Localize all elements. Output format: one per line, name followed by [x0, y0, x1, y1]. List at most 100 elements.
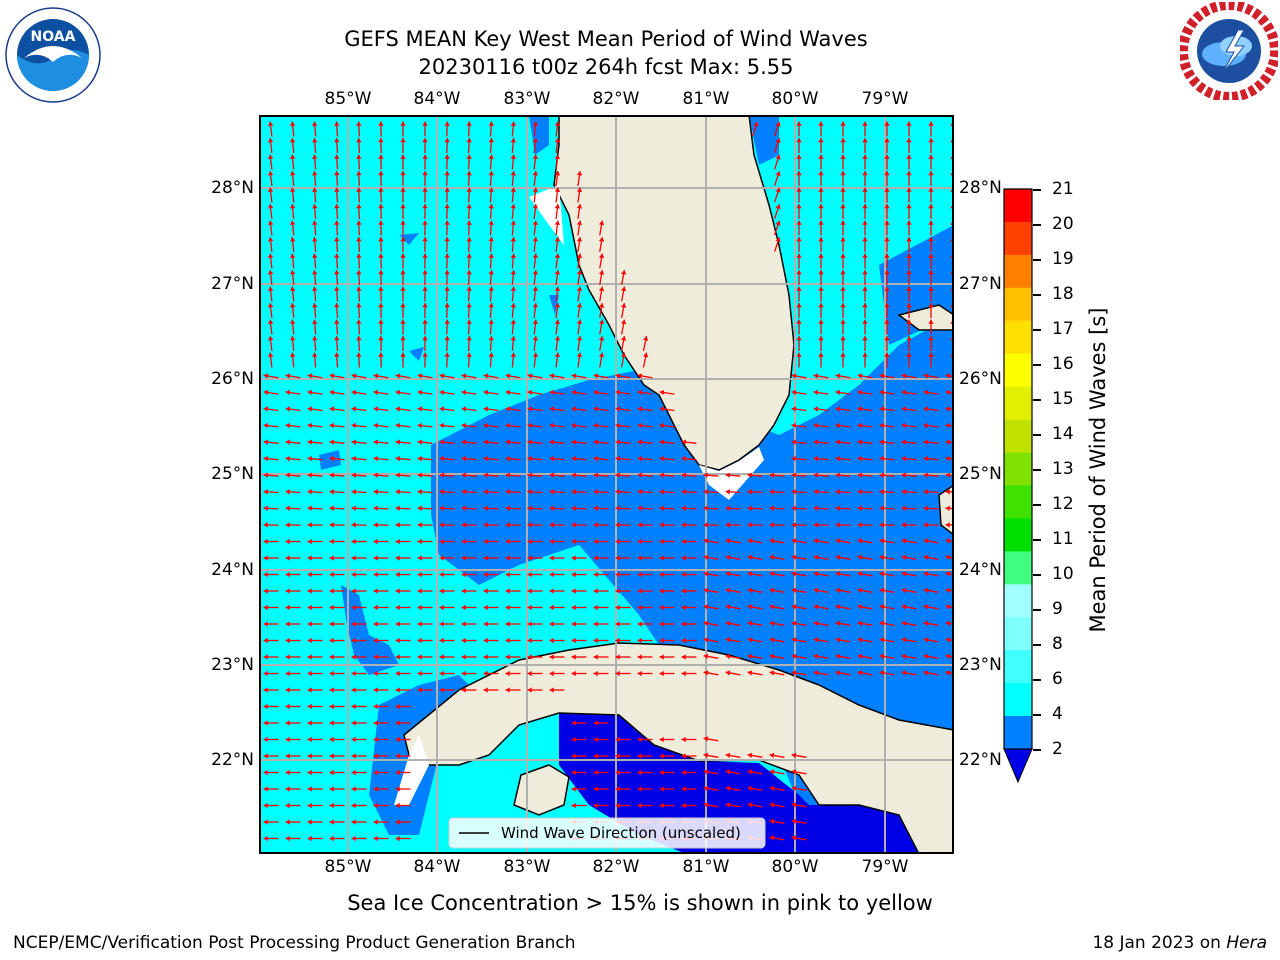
wave-direction-arrow: [681, 736, 697, 743]
tick-left-label: 26°N: [211, 369, 254, 389]
wave-direction-arrow: [351, 522, 367, 528]
wave-direction-arrow: [923, 522, 939, 528]
wave-direction-arrow: [444, 187, 450, 203]
colorbar-tick-label: 20: [1052, 214, 1074, 234]
wave-direction-arrow: [290, 154, 296, 170]
wave-direction-arrow: [329, 835, 345, 842]
wave-direction-arrow: [862, 319, 868, 335]
wave-direction-arrow: [351, 670, 367, 677]
wave-direction-arrow: [703, 653, 719, 660]
wave-direction-arrow: [267, 269, 274, 286]
wave-direction-arrow: [615, 456, 631, 462]
wave-direction-arrow: [769, 554, 785, 561]
tick-bottom-label: 83°W: [503, 857, 551, 877]
wave-direction-arrow: [334, 220, 340, 236]
wave-direction-arrow: [813, 554, 829, 561]
wave-direction-arrow: [263, 819, 279, 825]
wave-direction-arrow: [703, 670, 719, 676]
wave-direction-arrow: [901, 571, 917, 577]
wave-direction-arrow: [835, 571, 851, 577]
wave-direction-arrow: [571, 786, 587, 792]
wave-direction-arrow: [488, 154, 494, 170]
wave-direction-arrow: [263, 555, 279, 561]
wave-direction-arrow: [373, 687, 389, 693]
wave-direction-arrow: [417, 654, 433, 660]
wave-direction-arrow: [417, 621, 433, 627]
wave-direction-arrow: [351, 835, 367, 842]
wave-direction-arrow: [615, 769, 631, 776]
wave-direction-arrow: [884, 121, 890, 137]
colorbar-tick-mark: [1033, 189, 1041, 191]
wave-direction-arrow: [725, 472, 741, 478]
wave-direction-arrow: [483, 489, 499, 495]
wave-direction-arrow: [417, 555, 433, 561]
wave-direction-arrow: [857, 422, 873, 429]
colorbar-tick-label: 4: [1052, 704, 1063, 724]
wave-direction-arrow: [703, 538, 719, 544]
tick-top-label: 79°W: [861, 89, 909, 109]
wave-direction-arrow: [466, 187, 472, 203]
wave-direction-arrow: [901, 422, 917, 429]
wave-direction-arrow: [928, 319, 934, 335]
wave-direction-arrow: [373, 819, 389, 825]
chart-subtitle-forecast: 20230116 t00z 264h fcst Max: 5.55: [418, 55, 794, 79]
wave-direction-arrow: [796, 154, 802, 170]
noaa-logo-text: NOAA: [31, 29, 76, 45]
wave-direction-arrow: [510, 154, 516, 170]
wave-direction-arrow: [351, 588, 367, 594]
wave-direction-arrow: [329, 753, 345, 759]
wave-direction-arrow: [576, 220, 583, 236]
wave-direction-arrow: [923, 653, 939, 660]
tick-top-label: 81°W: [682, 89, 730, 109]
wave-direction-arrow: [901, 489, 917, 495]
wave-direction-arrow: [395, 489, 411, 495]
wave-direction-arrow: [681, 604, 697, 611]
tick-left-label: 28°N: [211, 178, 254, 198]
wave-direction-arrow: [879, 620, 895, 627]
wave-direction-arrow: [466, 286, 472, 302]
wave-direction-arrow: [857, 538, 873, 544]
wave-direction-arrow: [637, 439, 653, 445]
wave-direction-arrow: [681, 786, 697, 792]
wave-direction-arrow: [769, 752, 785, 759]
wave-direction-arrow: [576, 269, 583, 286]
wave-direction-arrow: [351, 769, 367, 776]
wave-direction-arrow: [400, 352, 406, 368]
colorbar-tick-label: 2: [1052, 739, 1063, 759]
tick-bottom-label: 81°W: [682, 857, 730, 877]
wave-direction-arrow: [466, 203, 472, 220]
wave-direction-arrow: [400, 269, 406, 286]
wave-direction-arrow: [505, 687, 521, 693]
wave-direction-arrow: [681, 456, 697, 462]
wave-direction-arrow: [901, 373, 917, 379]
wave-direction-arrow: [659, 505, 675, 512]
wave-direction-arrow: [637, 406, 653, 412]
wave-direction-arrow: [571, 406, 587, 412]
wave-direction-arrow: [928, 138, 934, 153]
wave-direction-arrow: [263, 505, 279, 512]
wave-direction-arrow: [747, 604, 763, 610]
wave-direction-arrow: [818, 303, 824, 318]
tick-right-label: 23°N: [959, 655, 1002, 675]
wave-direction-arrow: [267, 302, 274, 319]
wave-direction-arrow: [554, 137, 561, 154]
wave-direction-arrow: [906, 138, 912, 153]
wave-direction-arrow: [791, 653, 807, 660]
wave-direction-arrow: [835, 472, 851, 478]
wave-direction-arrow: [884, 253, 890, 269]
wave-direction-arrow: [263, 489, 279, 495]
colorbar-tick-mark: [1033, 574, 1041, 576]
wave-direction-arrow: [725, 489, 741, 495]
wave-direction-arrow: [879, 472, 895, 478]
wave-direction-arrow: [373, 472, 389, 478]
wave-direction-arrow: [461, 422, 477, 429]
wave-direction-arrow: [422, 302, 428, 319]
wave-direction-arrow: [400, 187, 406, 203]
wave-direction-arrow: [329, 406, 345, 412]
wave-direction-arrow: [444, 236, 450, 253]
wave-direction-arrow: [659, 555, 675, 561]
wave-direction-arrow: [835, 604, 851, 610]
wave-direction-arrow: [510, 170, 516, 187]
wave-direction-arrow: [329, 637, 345, 644]
wave-direction-arrow: [439, 522, 455, 528]
